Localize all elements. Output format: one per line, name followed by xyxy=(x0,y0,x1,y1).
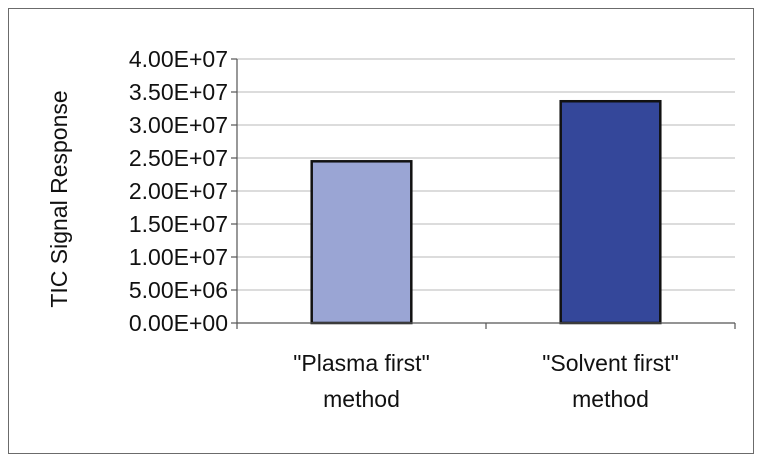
y-tick-label: 4.00E+07 xyxy=(129,46,228,72)
y-tick-label: 1.00E+07 xyxy=(129,244,228,270)
bar xyxy=(310,160,413,325)
chart-frame: 0.00E+00 5.00E+06 1.00E+07 1.50E+07 2.00E+07… xyxy=(8,8,754,454)
y-tick-label: 2.50E+07 xyxy=(129,145,228,171)
y-tick-labels: 0.00E+00 5.00E+06 1.00E+07 1.50E+07 2.00E+07… xyxy=(129,46,228,336)
x-tick-labels: "Plasma first" method "Solvent first" metho… xyxy=(293,350,678,412)
bar-chart: 0.00E+00 5.00E+06 1.00E+07 1.50E+07 2.00E+07… xyxy=(46,46,736,412)
y-tick-label: 1.50E+07 xyxy=(129,211,228,237)
y-tick-label: 5.00E+06 xyxy=(129,277,228,303)
y-tick-label: 2.00E+07 xyxy=(129,178,228,204)
y-tick-label: 3.00E+07 xyxy=(129,112,228,138)
y-axis-label: TIC Signal Response xyxy=(46,90,72,307)
x-tick-label: "Solvent first" method xyxy=(542,350,678,412)
bar xyxy=(559,99,662,325)
bars xyxy=(310,99,662,325)
y-tick-label: 0.00E+00 xyxy=(129,310,228,336)
axes xyxy=(231,58,736,329)
y-tick-label: 3.50E+07 xyxy=(129,79,228,105)
x-tick-label: "Plasma first" method xyxy=(293,350,429,412)
